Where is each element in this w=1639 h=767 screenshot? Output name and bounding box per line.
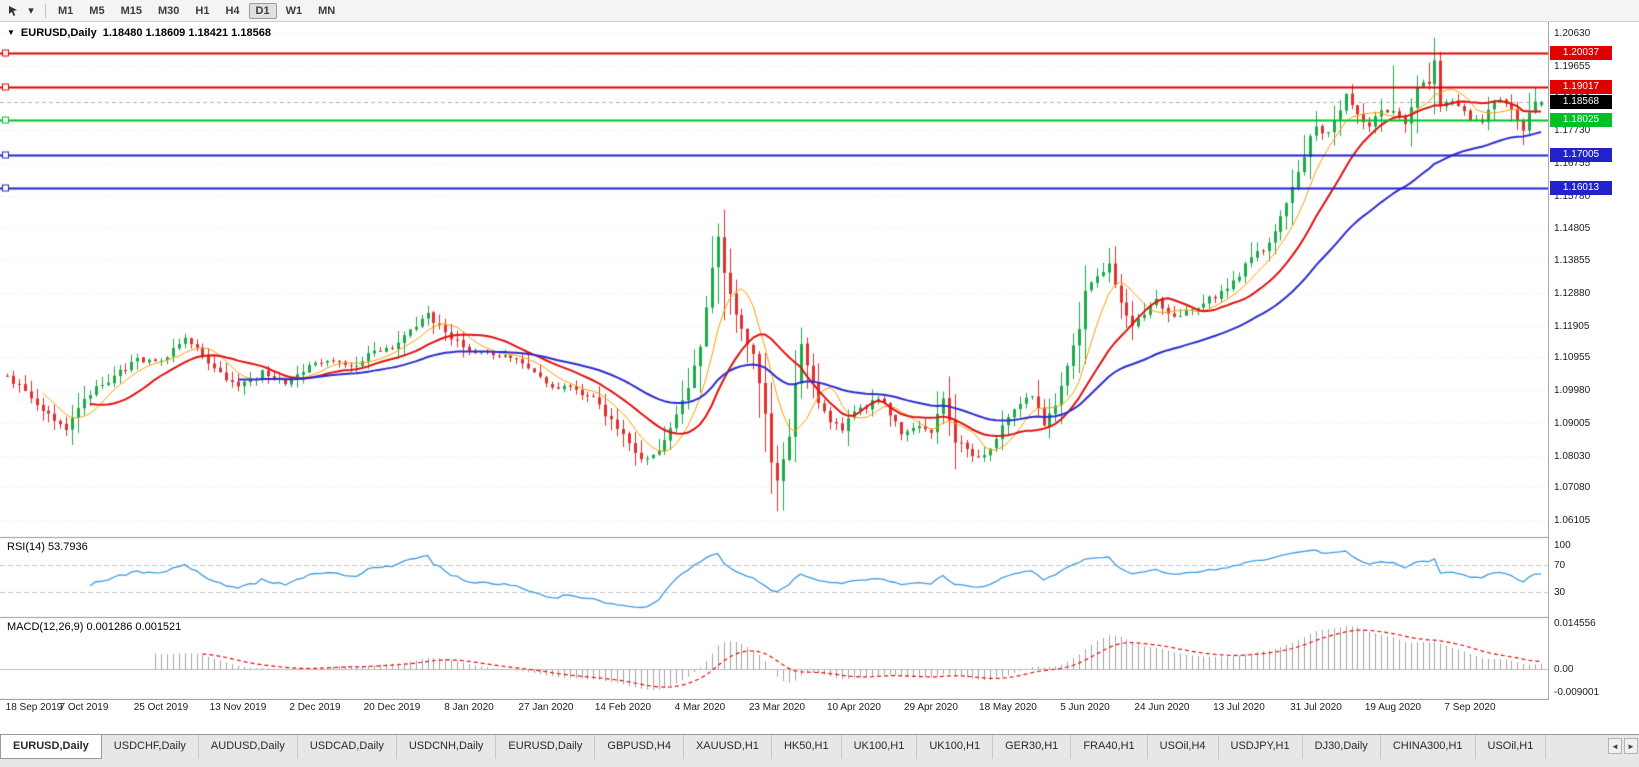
dropdown-arrow-icon[interactable]: ▾ (28, 5, 34, 17)
date-axis[interactable]: 18 Sep 2019 7 Oct 2019 25 Oct 2019 13 Nov 2… (0, 701, 1548, 716)
price-axis-tick: 1.20630 (1554, 28, 1591, 40)
price-axis-tick: 1.15780 (1554, 190, 1591, 202)
chart-tab[interactable]: DJ30,Daily (1303, 735, 1381, 759)
timeframe-button-h4[interactable]: H4 (225, 4, 240, 17)
price-axis-tick: 1.06105 (1554, 515, 1591, 527)
chart-menu-icon[interactable]: ▼ (7, 28, 15, 37)
date-axis-label: 18 May 2020 (979, 702, 1037, 713)
cursor-tool-icon[interactable] (4, 2, 22, 20)
timeframe-button-w1[interactable]: W1 (285, 4, 303, 17)
date-axis-label: 13 Jul 2020 (1213, 702, 1265, 713)
price-axis-tick: 1.17730 (1554, 125, 1591, 137)
timeframe-button-d1[interactable]: D1 (248, 2, 277, 19)
date-axis-label: 8 Jan 2020 (444, 702, 494, 713)
price-axis-tick: 1.09980 (1554, 385, 1591, 397)
rsi-axis-tick: 30 (1554, 586, 1566, 598)
price-axis-tick: 1.12880 (1554, 287, 1591, 299)
price-axis-tick: 1.19655 (1554, 60, 1591, 72)
date-axis-label: 7 Oct 2019 (59, 702, 109, 713)
toolbar-separator (45, 3, 46, 18)
date-axis-label: 31 Jul 2020 (1290, 702, 1342, 713)
chart-tab[interactable]: FRA40,H1 (1071, 735, 1148, 759)
timeframe-button-m30[interactable]: M30 (157, 4, 180, 17)
chart-tab[interactable]: EURUSD,Daily (496, 735, 596, 759)
tab-scroll-right-button[interactable]: ► (1624, 738, 1638, 754)
date-axis-label: 10 Apr 2020 (826, 702, 881, 713)
price-axis-tick: 1.09005 (1554, 417, 1591, 429)
date-axis-label: 18 Sep 2019 (5, 702, 63, 713)
chart-tab[interactable]: UK100,H1 (842, 735, 918, 759)
chart-tab[interactable]: HK50,H1 (772, 735, 842, 759)
timeframe-button-mn[interactable]: MN (318, 4, 336, 17)
price-chart-canvas[interactable] (0, 22, 1548, 700)
date-axis-label: 4 Mar 2020 (674, 702, 726, 713)
date-axis-label: 25 Oct 2019 (133, 702, 189, 713)
price-axis-tick: 1.07080 (1554, 482, 1591, 494)
price-level-badge: 1.16013 (1550, 180, 1612, 195)
date-axis-label: 14 Feb 2020 (594, 702, 652, 713)
chart-tab[interactable]: USOil,H4 (1148, 735, 1219, 759)
price-axis-tick: 1.16755 (1554, 157, 1591, 169)
price-axis-tick: 1.10955 (1554, 352, 1591, 364)
chart-tab[interactable]: UK100,H1 (917, 735, 994, 759)
chart-tab[interactable]: USDJPY,H1 (1219, 735, 1303, 759)
chart-tab[interactable]: GBPUSD,H4 (595, 735, 684, 759)
chart-tab[interactable]: USDCAD,Daily (298, 735, 397, 759)
date-axis-label: 19 Aug 2020 (1364, 702, 1422, 713)
rsi-axis-tick: 100 (1554, 540, 1571, 551)
date-axis-label: 20 Dec 2019 (363, 702, 421, 713)
tab-scroll-controls: ◄ ► (1608, 738, 1638, 754)
price-level-badge: 1.19017 (1550, 80, 1612, 95)
rsi-indicator-label: RSI(14) 53.7936 (7, 541, 88, 553)
price-axis-tick: 1.13855 (1554, 255, 1591, 267)
macd-axis-tick: -0.009001 (1554, 687, 1600, 698)
chart-tab-bar: EURUSD,Daily USDCHF,Daily AUDUSD,Daily USDC… (0, 734, 1639, 767)
timeframe-button-m5[interactable]: M5 (89, 4, 105, 17)
chart-tab[interactable]: USOil,H1 (1476, 735, 1547, 759)
price-axis-tick: 1.11905 (1554, 320, 1590, 332)
current-price-badge: 1.18568 (1550, 95, 1612, 110)
macd-axis-tick: 0.00 (1554, 663, 1574, 675)
chart-tabs: EURUSD,Daily USDCHF,Daily AUDUSD,Daily USDC… (0, 735, 1639, 759)
price-level-badge: 1.18025 (1550, 113, 1612, 128)
date-axis-label: 27 Jan 2020 (518, 702, 574, 713)
date-axis-label: 29 Apr 2020 (903, 702, 958, 713)
date-axis-label: 24 Jun 2020 (1134, 702, 1190, 713)
chart-title-ohlc: 1.18480 1.18609 1.18421 1.18568 (102, 27, 271, 39)
rsi-axis-tick: 70 (1554, 560, 1566, 572)
toolbar: ▾ M1 M5 M15 M30 H1 H4 D1 W1 MN (0, 0, 1639, 22)
macd-indicator-label: MACD(12,26,9) 0.001286 0.001521 (7, 621, 182, 633)
price-axis-tick: 1.14805 (1554, 223, 1591, 235)
chart-tab[interactable]: GER30,H1 (993, 735, 1072, 759)
chart-area: ▼ EURUSD,Daily 1.18480 1.18609 1.18421 1… (0, 22, 1639, 718)
chart-title-symbol: EURUSD,Daily (20, 27, 97, 39)
tab-scroll-left-button[interactable]: ◄ (1608, 738, 1622, 754)
chart-tab[interactable]: AUDUSD,Daily (199, 735, 298, 759)
macd-axis-tick: 0.014556 (1554, 618, 1596, 629)
date-axis-label: 5 Jun 2020 (1060, 702, 1110, 713)
timeframe-button-m15[interactable]: M15 (120, 4, 142, 17)
chart-tab[interactable]: CHINA300,H1 (1381, 735, 1476, 759)
chart-tab[interactable]: EURUSD,Daily (0, 735, 102, 759)
date-axis-label: 7 Sep 2020 (1444, 702, 1496, 713)
price-level-badge: 1.17005 (1550, 147, 1612, 162)
price-axis[interactable]: 1.206301.196551.186801.177301.167551.157… (1548, 22, 1639, 700)
timeframe-button-m1[interactable]: M1 (58, 4, 74, 17)
timeframe-buttons: M1 M5 M15 M30 H1 H4 D1 W1 MN (51, 2, 342, 19)
chart-title: ▼ EURUSD,Daily 1.18480 1.18609 1.18421 1… (7, 27, 271, 39)
price-level-badge: 1.20037 (1550, 45, 1612, 60)
timeframe-button-h1[interactable]: H1 (195, 4, 210, 17)
chart-tab[interactable]: USDCNH,Daily (397, 735, 497, 759)
date-axis-label: 2 Dec 2019 (289, 702, 341, 713)
price-axis-tick: 1.08030 (1554, 450, 1591, 462)
chart-tab[interactable]: XAUUSD,H1 (684, 735, 772, 759)
date-axis-label: 13 Nov 2019 (209, 702, 267, 713)
chart-tab[interactable]: USDCHF,Daily (102, 735, 199, 759)
date-axis-label: 23 Mar 2020 (748, 702, 806, 713)
